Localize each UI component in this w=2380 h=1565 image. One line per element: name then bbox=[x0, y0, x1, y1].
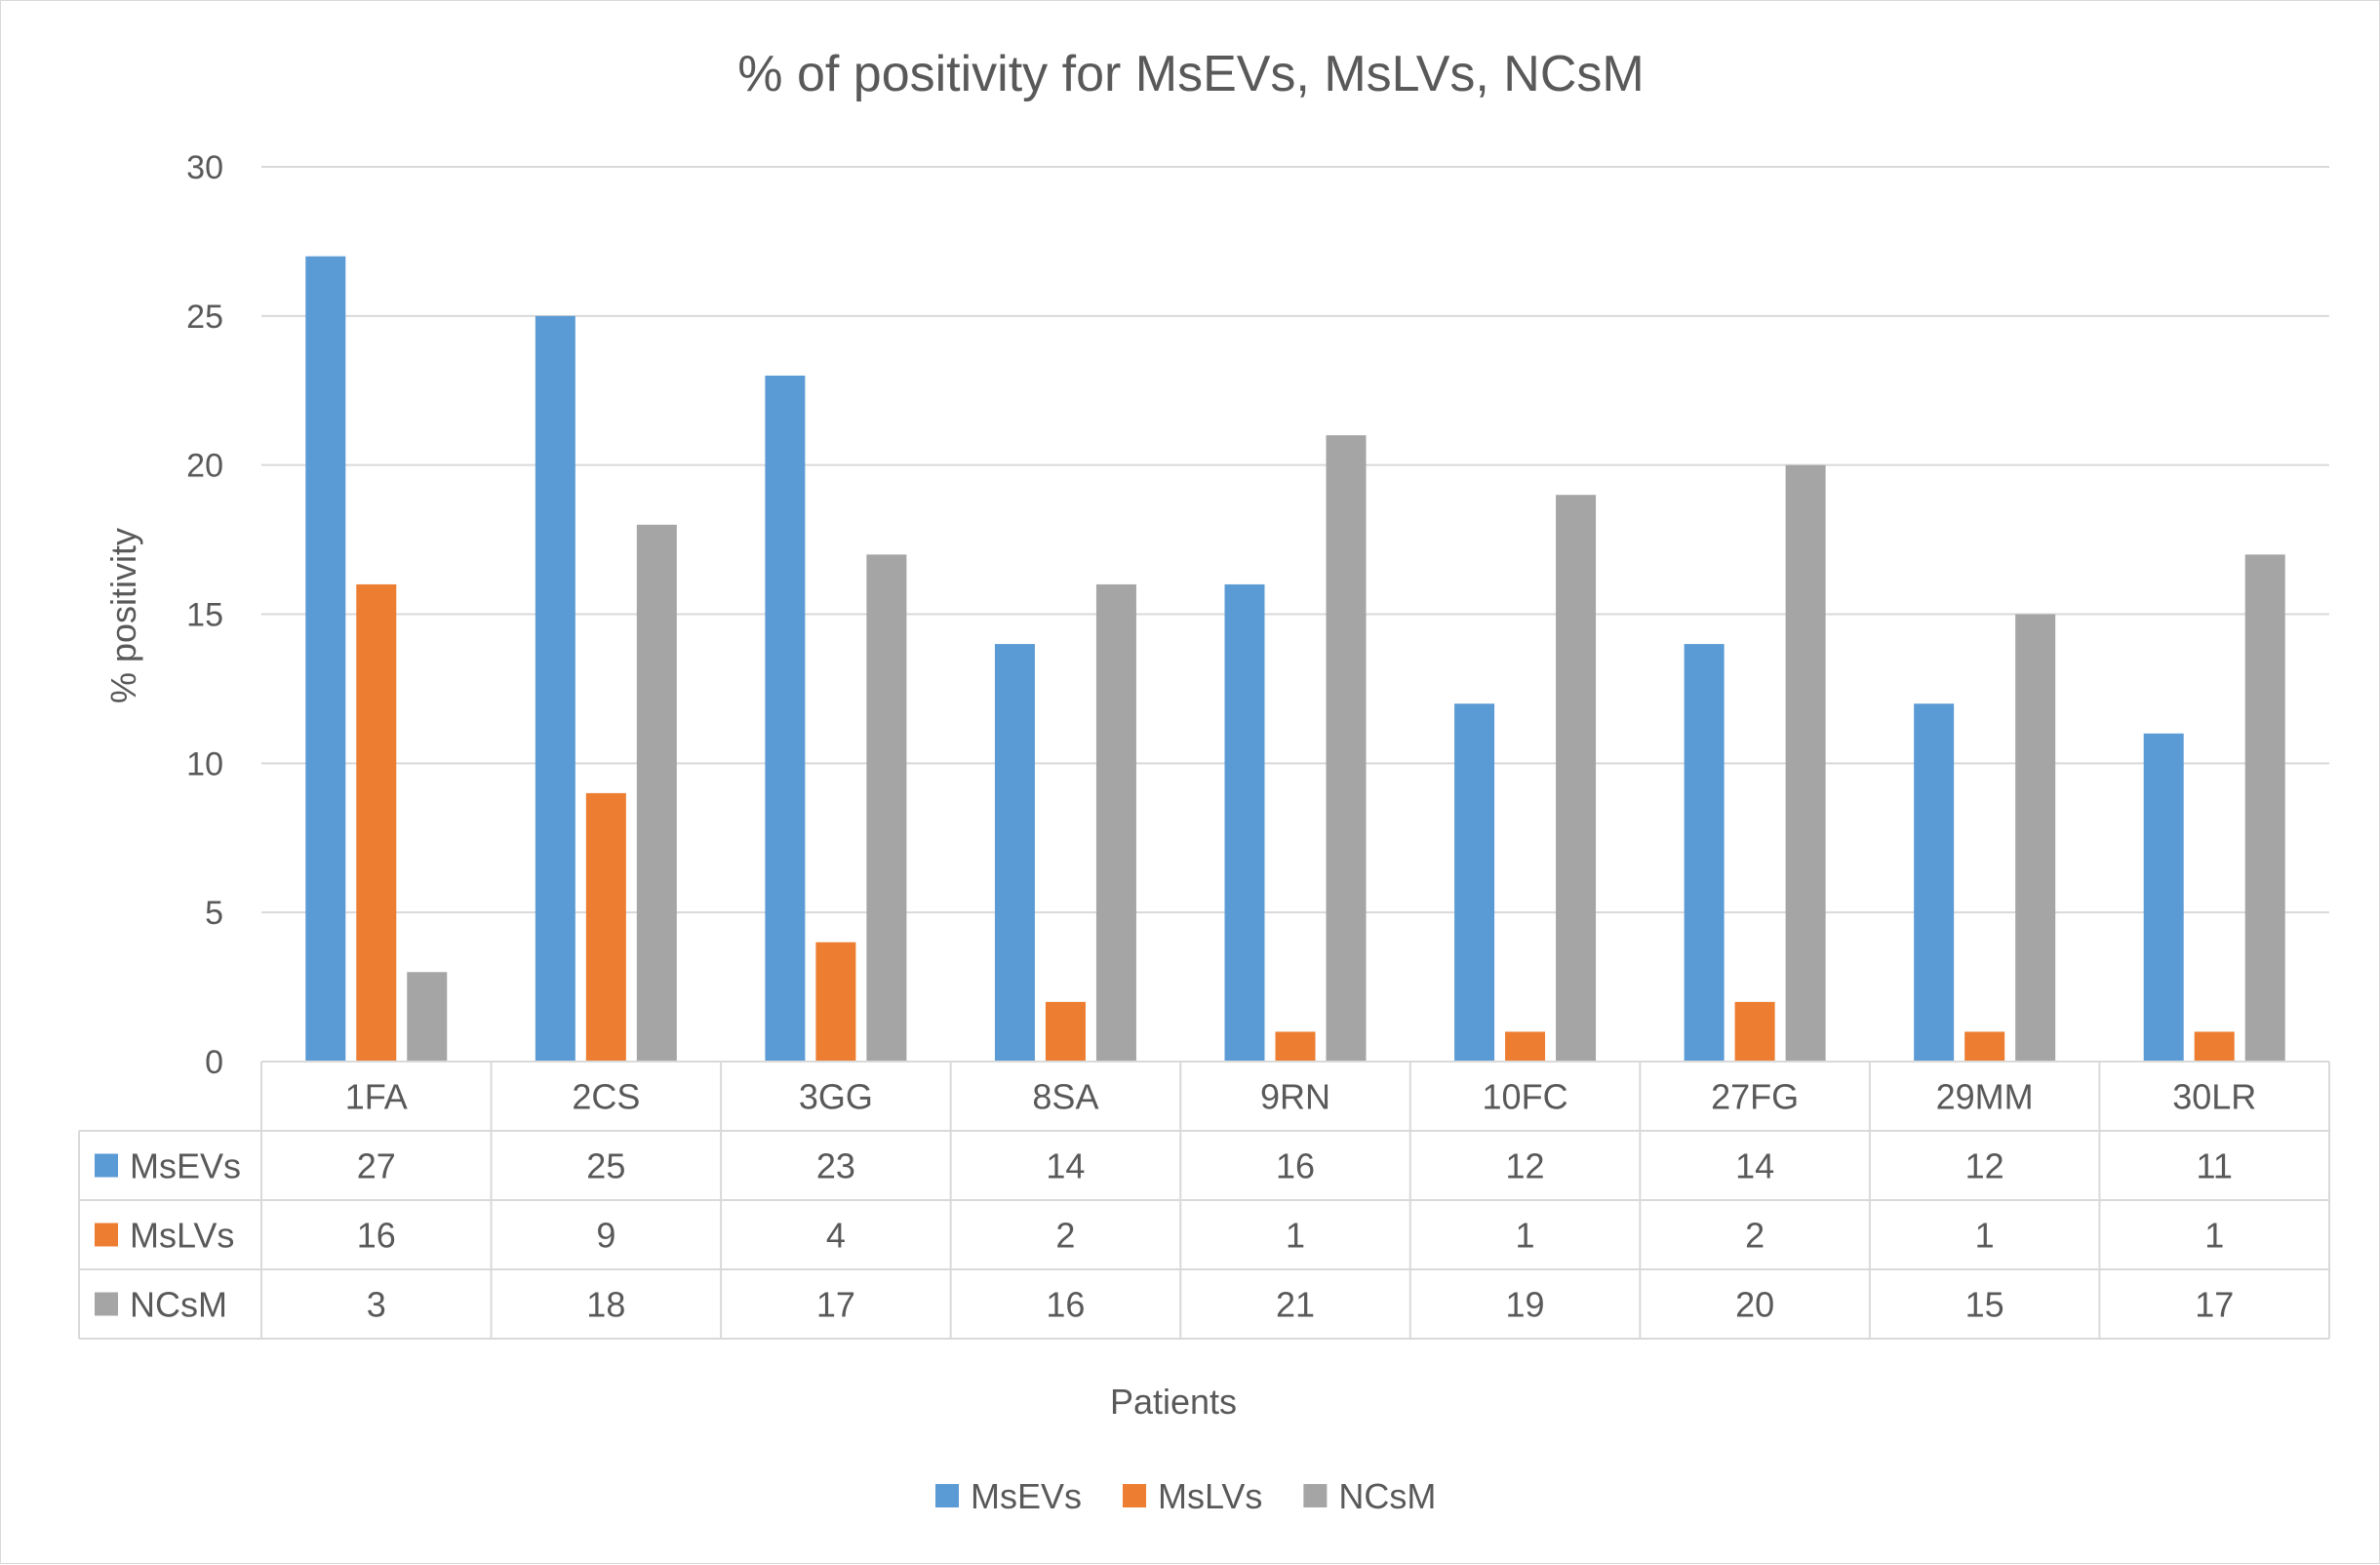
table-legend-key bbox=[95, 1223, 118, 1247]
bar-ncsm-2cs bbox=[636, 524, 677, 1062]
table-value: 25 bbox=[586, 1146, 625, 1186]
bar-msevs-29mm bbox=[1914, 703, 1955, 1062]
table-value: 16 bbox=[1046, 1285, 1085, 1325]
bars bbox=[305, 256, 2285, 1063]
bar-ncsm-8sa bbox=[1095, 583, 1136, 1062]
legend-label: MsEVs bbox=[971, 1476, 1082, 1516]
legend: MsEVs MsLVs NCsM bbox=[935, 1476, 1436, 1516]
table-legend-key bbox=[95, 1153, 118, 1178]
y-tick-label: 0 bbox=[205, 1044, 223, 1081]
y-tick-label: 10 bbox=[186, 745, 223, 782]
table-value: 14 bbox=[1735, 1146, 1774, 1186]
chart-title: % of positivity for MsEVs, MsLVs, NCsM bbox=[737, 46, 1644, 102]
table-value: 14 bbox=[1046, 1146, 1085, 1186]
table-series-name: MsEVs bbox=[130, 1146, 241, 1186]
category-label: 30LR bbox=[2172, 1077, 2256, 1117]
bar-ncsm-9rn bbox=[1326, 435, 1367, 1063]
bar-mslvs-8sa bbox=[1045, 1001, 1086, 1062]
table-value: 19 bbox=[1506, 1285, 1545, 1325]
category-label: 27FG bbox=[1711, 1077, 1799, 1117]
bar-msevs-3gg bbox=[765, 375, 806, 1062]
bar-msevs-2cs bbox=[535, 315, 575, 1062]
y-tick-label: 15 bbox=[186, 597, 223, 634]
bar-msevs-1fa bbox=[305, 256, 346, 1062]
table-value: 1 bbox=[1975, 1216, 1995, 1256]
table-value: 17 bbox=[2195, 1285, 2234, 1325]
bar-mslvs-10fc bbox=[1505, 1031, 1546, 1062]
bar-ncsm-1fa bbox=[407, 972, 448, 1062]
bar-mslvs-29mm bbox=[1964, 1031, 2005, 1062]
bar-msevs-27fg bbox=[1684, 644, 1725, 1062]
x-axis-label: Patients bbox=[1110, 1382, 1237, 1422]
bar-mslvs-3gg bbox=[815, 942, 856, 1062]
table-value: 20 bbox=[1735, 1285, 1774, 1325]
table-legend-key bbox=[95, 1292, 118, 1316]
bar-mslvs-30lr bbox=[2194, 1031, 2235, 1062]
y-tick-label: 20 bbox=[186, 448, 223, 485]
bar-ncsm-27fg bbox=[1785, 464, 1826, 1063]
table-value: 1 bbox=[1516, 1216, 1535, 1256]
table-value: 2 bbox=[1745, 1216, 1765, 1256]
table-series-name: MsLVs bbox=[130, 1216, 234, 1256]
bar-msevs-8sa bbox=[994, 644, 1035, 1062]
bar-msevs-9rn bbox=[1224, 583, 1265, 1062]
table-value: 15 bbox=[1965, 1285, 2004, 1325]
table-value: 27 bbox=[357, 1146, 396, 1186]
table-value: 16 bbox=[357, 1216, 396, 1256]
category-label: 8SA bbox=[1032, 1077, 1098, 1117]
table-series-name: NCsM bbox=[130, 1285, 227, 1325]
table-value: 23 bbox=[816, 1146, 855, 1186]
table-value: 11 bbox=[2197, 1146, 2233, 1186]
table-value: 12 bbox=[1506, 1146, 1545, 1186]
legend-key bbox=[1303, 1484, 1328, 1507]
table-value: 1 bbox=[2204, 1216, 2224, 1256]
category-label: 3GG bbox=[799, 1077, 873, 1117]
table-value: 2 bbox=[1055, 1216, 1075, 1256]
category-label: 9RN bbox=[1260, 1077, 1330, 1117]
table-value: 9 bbox=[596, 1216, 615, 1256]
y-tick-label: 30 bbox=[186, 149, 223, 186]
table-value: 21 bbox=[1276, 1285, 1315, 1325]
y-tick-label: 25 bbox=[186, 299, 223, 336]
bar-mslvs-1fa bbox=[356, 583, 397, 1062]
data-table: 1FA 2CS 3GG 8SA 9RN 10FC 27FG 29MM 30LR MsEVs 27 25… bbox=[78, 1061, 2330, 1340]
table-value: 12 bbox=[1965, 1146, 2004, 1186]
legend-label: NCsM bbox=[1338, 1476, 1436, 1516]
bar-msevs-10fc bbox=[1454, 703, 1495, 1062]
category-label: 29MM bbox=[1936, 1077, 2034, 1117]
bar-mslvs-27fg bbox=[1734, 1001, 1775, 1062]
bar-mslvs-2cs bbox=[585, 792, 626, 1062]
bar-msevs-30lr bbox=[2143, 733, 2184, 1062]
category-label: 10FC bbox=[1483, 1077, 1568, 1117]
table-value: 4 bbox=[826, 1216, 846, 1256]
bar-ncsm-29mm bbox=[2015, 614, 2056, 1062]
bar-ncsm-30lr bbox=[2244, 554, 2285, 1062]
bar-mslvs-9rn bbox=[1275, 1031, 1316, 1062]
legend-key bbox=[1123, 1484, 1147, 1507]
legend-key bbox=[935, 1484, 959, 1507]
table-value: 16 bbox=[1276, 1146, 1315, 1186]
category-label: 1FA bbox=[345, 1077, 408, 1117]
table-value: 17 bbox=[816, 1285, 855, 1325]
table-value: 1 bbox=[1286, 1216, 1305, 1256]
bar-ncsm-3gg bbox=[866, 554, 907, 1062]
y-tick-label: 5 bbox=[205, 895, 223, 932]
legend-label: MsLVs bbox=[1158, 1476, 1262, 1516]
bar-ncsm-10fc bbox=[1556, 495, 1597, 1062]
table-value: 3 bbox=[367, 1285, 386, 1325]
y-axis-label: % positivity bbox=[103, 528, 143, 703]
table-value: 18 bbox=[586, 1285, 625, 1325]
category-label: 2CS bbox=[572, 1077, 640, 1117]
y-tick-labels: 0 5 10 15 20 25 30 bbox=[186, 149, 223, 1081]
